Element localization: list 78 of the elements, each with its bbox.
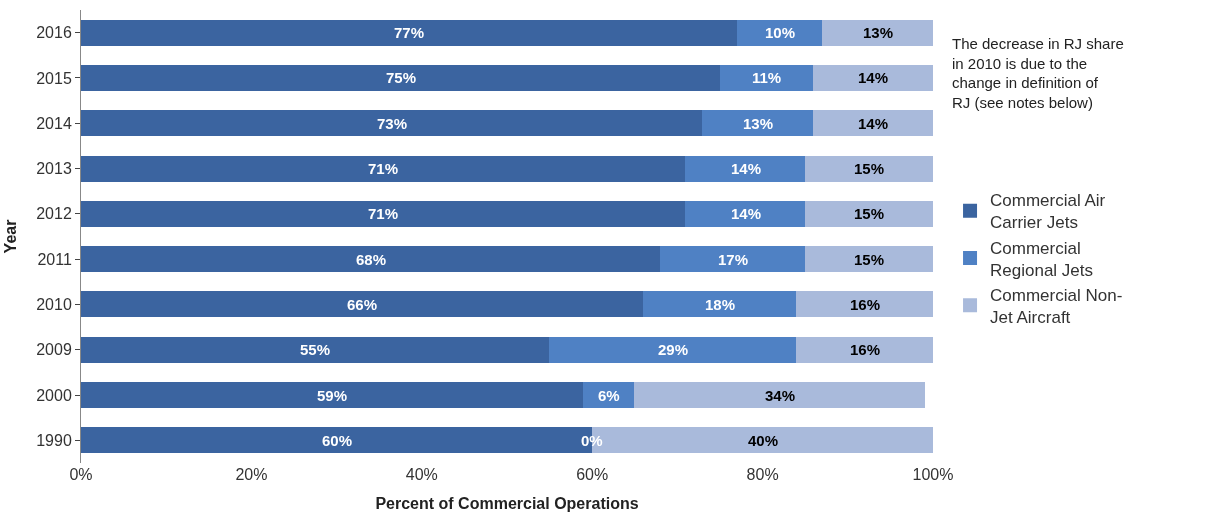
bar xyxy=(81,336,551,363)
bar xyxy=(821,19,933,46)
bar xyxy=(81,291,644,318)
x-tick-label: 60% xyxy=(576,466,609,483)
data-label: 15% xyxy=(854,205,885,222)
data-label: 14% xyxy=(858,69,889,86)
bar xyxy=(685,155,806,182)
data-label: 59% xyxy=(317,387,348,404)
bar xyxy=(81,200,687,227)
legend-label: Commercial Regional Jets xyxy=(990,238,1094,280)
bar xyxy=(685,200,806,227)
y-tick-label: 2009 xyxy=(36,341,72,359)
data-label: 77% xyxy=(394,24,425,41)
x-tick-label: 100% xyxy=(912,466,954,483)
y-tick-label: 2000 xyxy=(36,386,72,404)
bar xyxy=(804,200,933,227)
data-label: 14% xyxy=(731,160,762,177)
bar xyxy=(81,19,738,46)
bar xyxy=(813,110,933,137)
data-label: 71% xyxy=(368,205,399,222)
bar xyxy=(804,155,933,182)
y-axis-title: Year xyxy=(2,219,20,254)
data-label: 40% xyxy=(748,432,779,449)
data-label: 10% xyxy=(765,24,796,41)
data-label: 15% xyxy=(854,251,885,268)
bar xyxy=(796,336,933,363)
bar xyxy=(796,291,933,318)
data-label: 66% xyxy=(347,296,378,313)
bar xyxy=(736,19,823,46)
x-tick-label: 40% xyxy=(405,466,438,483)
bar xyxy=(719,64,815,91)
y-tick-label: 2016 xyxy=(36,24,72,42)
data-label: 11% xyxy=(752,69,782,86)
data-label: 16% xyxy=(850,341,881,358)
data-label: 17% xyxy=(718,251,749,268)
data-label: 68% xyxy=(356,251,387,268)
bar xyxy=(81,382,585,409)
y-tick-label: 2011 xyxy=(37,250,72,268)
data-label: 13% xyxy=(743,115,774,132)
data-label: 15% xyxy=(854,160,885,177)
legend-label: Commercial Non-Jet Aircraft xyxy=(990,285,1123,327)
y-tick-label: 2013 xyxy=(36,160,72,178)
bar xyxy=(81,64,721,91)
y-tick-label: 1990 xyxy=(36,431,72,449)
y-tick-label: 2010 xyxy=(36,296,72,314)
y-tick-label: 2014 xyxy=(36,114,72,132)
bar xyxy=(804,246,933,273)
bar xyxy=(549,336,798,363)
legend-label: Commercial Air Carrier Jets xyxy=(990,191,1106,233)
y-tick-label: 2012 xyxy=(36,205,72,223)
x-tick-label: 80% xyxy=(746,466,779,483)
x-tick-label: 0% xyxy=(69,466,93,483)
bar xyxy=(81,246,661,273)
data-label: 0% xyxy=(581,432,603,449)
data-label: 29% xyxy=(658,341,689,358)
data-label: 34% xyxy=(765,387,796,404)
data-label: 71% xyxy=(368,160,399,177)
bar xyxy=(81,155,687,182)
bar xyxy=(642,291,798,318)
data-label: 55% xyxy=(300,341,331,358)
data-label: 6% xyxy=(598,387,620,404)
data-label: 14% xyxy=(858,115,889,132)
text: The decrease in RJ share in 2010 is due to the change in definition of RJ (see notes below) xyxy=(952,35,1124,111)
data-label: 14% xyxy=(731,205,762,222)
data-label: 73% xyxy=(377,115,408,132)
bar xyxy=(702,110,815,137)
data-label: 75% xyxy=(386,69,417,86)
bar xyxy=(634,382,925,409)
x-axis-title: Percent of Commercial Operations xyxy=(375,494,639,512)
data-label: 18% xyxy=(705,296,736,313)
y-tick-label: 2015 xyxy=(36,69,72,87)
data-label: 16% xyxy=(850,296,881,313)
data-label: 13% xyxy=(863,24,894,41)
bar xyxy=(659,246,806,273)
x-tick-label: 20% xyxy=(235,466,268,483)
bar xyxy=(81,110,704,137)
bar xyxy=(813,64,933,91)
data-label: 60% xyxy=(322,432,353,449)
